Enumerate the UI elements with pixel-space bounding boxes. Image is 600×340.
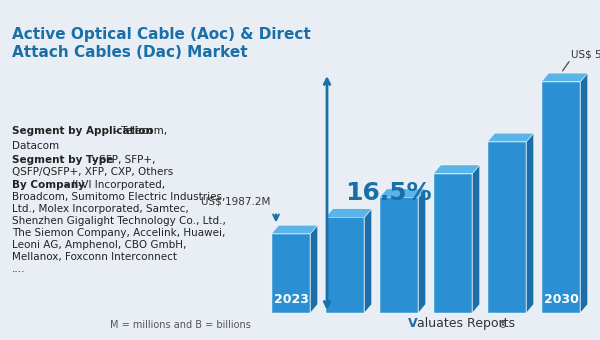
Text: V: V (408, 317, 418, 330)
Text: Broadcom, Sumitomo Electric Industries,: Broadcom, Sumitomo Electric Industries, (12, 192, 226, 202)
Text: Segment by Type: Segment by Type (12, 155, 113, 165)
Polygon shape (434, 165, 479, 173)
Text: ®: ® (499, 321, 508, 330)
Text: Leoni AG, Amphenol, CBO GmbH,: Leoni AG, Amphenol, CBO GmbH, (12, 240, 187, 250)
Polygon shape (526, 133, 533, 313)
Text: Mellanox, Foxconn Interconnect: Mellanox, Foxconn Interconnect (12, 252, 177, 261)
Polygon shape (542, 73, 587, 82)
Text: 2030: 2030 (544, 293, 578, 306)
Text: aluates Reports: aluates Reports (417, 317, 515, 330)
Text: US$ 5809.2M: US$ 5809.2M (571, 50, 600, 59)
Text: The Siemon Company, Accelink, Huawei,: The Siemon Company, Accelink, Huawei, (12, 228, 226, 238)
Polygon shape (434, 173, 472, 313)
Text: - II-VI Incorporated,: - II-VI Incorporated, (62, 180, 165, 190)
Text: M = millions and B = billions: M = millions and B = billions (110, 320, 250, 330)
Polygon shape (272, 225, 317, 234)
Polygon shape (472, 165, 479, 313)
Text: QSFP/QSFP+, XFP, CXP, Others: QSFP/QSFP+, XFP, CXP, Others (12, 167, 173, 176)
Text: Segment by Application: Segment by Application (12, 126, 153, 136)
Text: Datacom: Datacom (12, 141, 59, 151)
Text: Ltd., Molex Incorporated, Samtec,: Ltd., Molex Incorporated, Samtec, (12, 204, 189, 214)
Text: By Company: By Company (12, 180, 85, 190)
Polygon shape (488, 142, 526, 313)
Text: - Telecom,: - Telecom, (111, 126, 167, 136)
Text: Active Optical Cable (Aoc) & Direct
Attach Cables (Dac) Market: Active Optical Cable (Aoc) & Direct Atta… (12, 27, 311, 60)
Polygon shape (542, 82, 580, 313)
Polygon shape (364, 209, 371, 313)
Polygon shape (326, 209, 371, 217)
Text: 2023: 2023 (274, 293, 308, 306)
Polygon shape (418, 189, 425, 313)
Text: ....: .... (12, 264, 25, 273)
Polygon shape (310, 225, 317, 313)
Polygon shape (488, 133, 533, 142)
Polygon shape (272, 234, 310, 313)
Polygon shape (380, 189, 425, 198)
Text: US$ 1987.2M: US$ 1987.2M (200, 197, 270, 206)
Polygon shape (326, 217, 364, 313)
Text: Shenzhen Gigalight Technology Co., Ltd.,: Shenzhen Gigalight Technology Co., Ltd., (12, 216, 226, 226)
Polygon shape (580, 73, 587, 313)
Text: 16.5%: 16.5% (345, 181, 431, 205)
Polygon shape (380, 198, 418, 313)
Text: - SFP, SFP+,: - SFP, SFP+, (89, 155, 155, 165)
